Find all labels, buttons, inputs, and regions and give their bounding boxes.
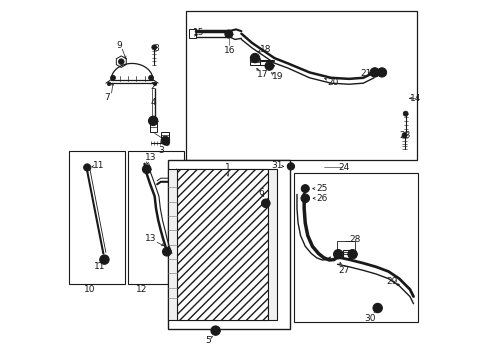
Circle shape	[84, 164, 91, 171]
Circle shape	[148, 75, 153, 80]
Circle shape	[143, 165, 151, 174]
Circle shape	[334, 249, 343, 259]
Text: 19: 19	[271, 72, 283, 81]
Circle shape	[265, 62, 274, 70]
Text: 30: 30	[364, 314, 375, 323]
Bar	[128, 151, 184, 284]
Circle shape	[102, 258, 106, 261]
Text: 28: 28	[350, 235, 361, 244]
Circle shape	[287, 163, 294, 170]
Circle shape	[213, 326, 218, 331]
Circle shape	[86, 166, 89, 169]
Text: 21: 21	[361, 69, 372, 78]
Circle shape	[250, 53, 260, 63]
Circle shape	[402, 133, 407, 138]
Circle shape	[119, 59, 124, 64]
Text: 8: 8	[153, 44, 159, 53]
Bar	[168, 169, 177, 320]
Text: 9: 9	[116, 41, 122, 50]
Text: 25: 25	[316, 184, 327, 193]
Circle shape	[301, 194, 310, 203]
Circle shape	[153, 82, 157, 86]
Circle shape	[377, 68, 387, 77]
Text: 13: 13	[145, 234, 156, 243]
Bar	[186, 12, 417, 160]
Text: 31: 31	[271, 161, 282, 170]
Text: 15: 15	[194, 28, 205, 37]
Bar	[177, 169, 269, 320]
Circle shape	[100, 255, 109, 264]
Circle shape	[225, 30, 233, 38]
Bar	[337, 241, 355, 252]
Circle shape	[165, 140, 170, 145]
Text: 17: 17	[256, 71, 268, 80]
Bar	[149, 123, 157, 132]
Text: 2: 2	[150, 82, 156, 91]
Bar	[190, 30, 196, 39]
Bar	[161, 132, 169, 138]
Circle shape	[107, 82, 111, 86]
Text: 5: 5	[205, 336, 211, 345]
Text: 3: 3	[158, 146, 164, 155]
Circle shape	[380, 70, 384, 75]
Circle shape	[152, 45, 157, 50]
Text: 20: 20	[327, 78, 339, 87]
Bar	[168, 160, 290, 329]
Text: 27: 27	[338, 266, 349, 275]
Text: 23: 23	[399, 131, 410, 140]
Bar	[294, 173, 418, 321]
Bar	[69, 151, 125, 284]
Text: 14: 14	[410, 94, 421, 103]
Text: 11: 11	[93, 161, 105, 170]
Circle shape	[301, 185, 309, 193]
Bar	[250, 59, 260, 65]
Circle shape	[211, 326, 220, 335]
Text: 7: 7	[104, 93, 110, 102]
Circle shape	[161, 136, 170, 145]
Text: 10: 10	[84, 285, 95, 294]
Circle shape	[264, 201, 268, 206]
Text: 4: 4	[150, 98, 156, 107]
Text: 26: 26	[316, 194, 327, 203]
Circle shape	[370, 68, 379, 77]
Circle shape	[348, 249, 357, 259]
Circle shape	[262, 199, 270, 208]
Bar	[269, 169, 277, 320]
Circle shape	[111, 75, 116, 80]
Circle shape	[303, 196, 307, 201]
Bar	[177, 169, 269, 320]
Text: 1: 1	[225, 163, 231, 172]
Text: 16: 16	[223, 46, 235, 55]
Text: 13: 13	[145, 153, 156, 162]
Circle shape	[403, 111, 408, 116]
Text: 29: 29	[386, 276, 398, 285]
Text: 22: 22	[373, 69, 384, 78]
Text: 6: 6	[258, 188, 264, 197]
Circle shape	[373, 303, 382, 313]
Text: 24: 24	[338, 163, 349, 172]
Bar	[343, 250, 351, 258]
Circle shape	[148, 116, 158, 126]
Text: 11: 11	[94, 262, 105, 271]
Circle shape	[163, 247, 171, 256]
Text: 18: 18	[260, 45, 271, 54]
Text: 12: 12	[136, 285, 148, 294]
